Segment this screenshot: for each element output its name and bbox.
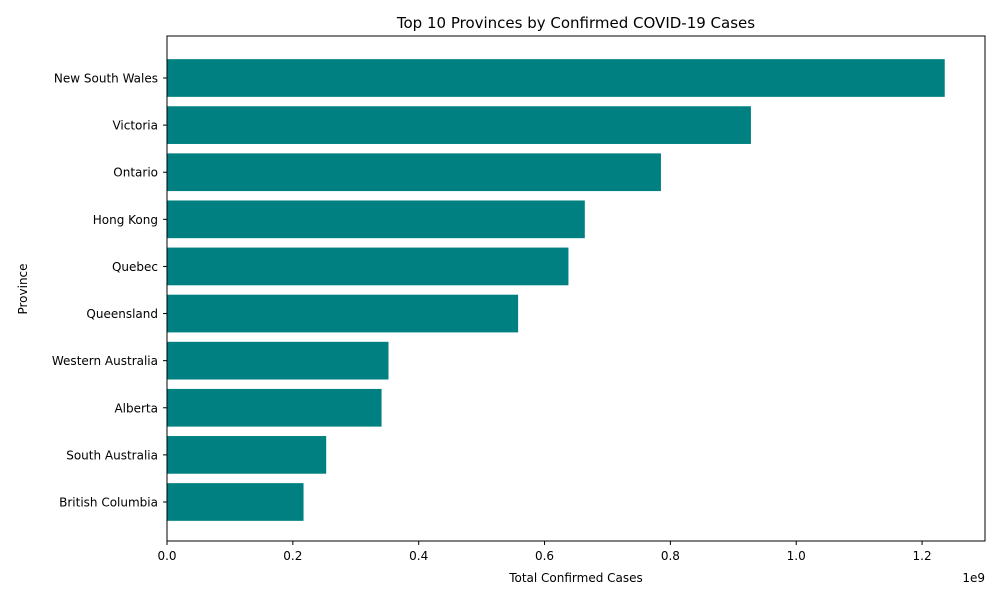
- y-tick-label: Alberta: [114, 401, 158, 415]
- bar-new-south-wales: [167, 59, 945, 97]
- y-axis-ticks: New South Wales Victoria Ontario Hong Kong Q…: [52, 72, 167, 509]
- y-tick-label: Quebec: [112, 260, 158, 274]
- y-tick-label: New South Wales: [54, 72, 158, 86]
- y-axis-label: Province: [16, 263, 30, 314]
- y-tick-label: British Columbia: [59, 495, 158, 509]
- x-tick-label: 1.0: [787, 549, 806, 563]
- y-tick-label: South Australia: [66, 448, 158, 462]
- y-tick-label: Hong Kong: [93, 213, 158, 227]
- x-tick-label: 0.0: [157, 549, 176, 563]
- chart-title: Top 10 Provinces by Confirmed COVID-19 C…: [396, 14, 755, 32]
- bar-hong-kong: [167, 200, 585, 239]
- x-tick-label: 0.4: [409, 549, 428, 563]
- x-axis-scale-note: 1e9: [962, 571, 985, 585]
- x-axis-ticks: 0.0 0.2 0.4 0.6 0.8 1.0 1.2: [157, 541, 932, 563]
- x-axis-label: Total Confirmed Cases: [508, 571, 643, 585]
- bar-western-australia: [167, 341, 389, 380]
- x-tick-label: 1.2: [913, 549, 932, 563]
- bar-quebec: [167, 247, 569, 286]
- plot-frame: [166, 35, 986, 542]
- bars-layer: [167, 59, 945, 521]
- y-tick-label: Ontario: [113, 166, 158, 180]
- y-tick-label: Queensland: [86, 307, 158, 321]
- y-tick-label: Victoria: [112, 119, 158, 133]
- bar-ontario: [167, 153, 661, 192]
- y-tick-label: Western Australia: [52, 354, 158, 368]
- bar-victoria: [167, 106, 751, 144]
- x-tick-label: 0.6: [535, 549, 554, 563]
- bar-queensland: [167, 294, 519, 333]
- bar-south-australia: [167, 436, 327, 474]
- x-tick-label: 0.2: [283, 549, 302, 563]
- bar-alberta: [167, 388, 382, 427]
- x-tick-label: 0.8: [661, 549, 680, 563]
- bar-british-columbia: [167, 483, 304, 521]
